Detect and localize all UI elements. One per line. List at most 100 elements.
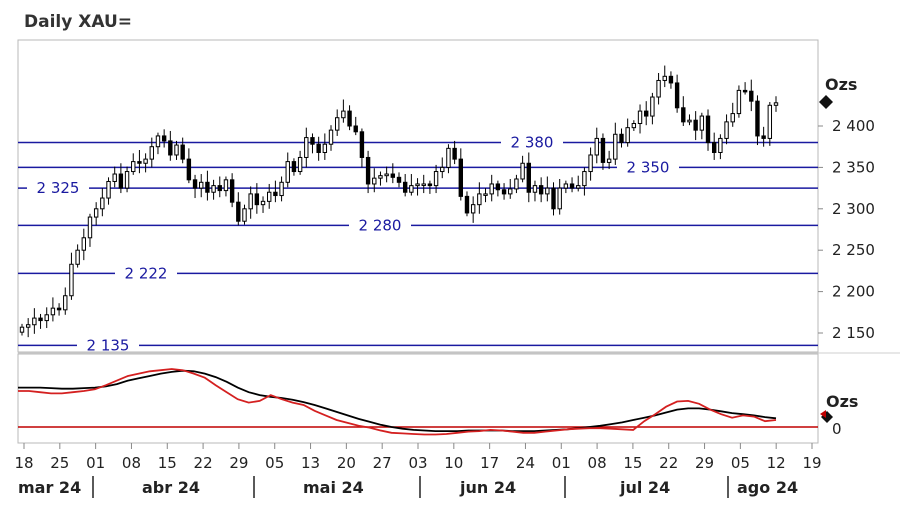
candle-body [650, 96, 655, 117]
price-unit-label: Ozs [825, 75, 857, 94]
candle-body [501, 189, 507, 195]
candle-body [229, 179, 235, 203]
oscillator-slow-line [18, 369, 777, 432]
candle-body [19, 326, 25, 333]
candle-body [569, 183, 575, 189]
candle-body [267, 191, 272, 202]
level-label: 2 280 [359, 216, 402, 234]
candle-body [483, 193, 488, 196]
x-tick-label: 10 [444, 454, 463, 472]
candle-body [75, 249, 80, 265]
candle-body [718, 137, 723, 153]
candle-body [637, 110, 643, 125]
candle-body [372, 177, 377, 185]
candle-body [44, 314, 49, 322]
month-label: jul 24 [619, 478, 670, 497]
candle-body [131, 161, 136, 173]
candle-body [458, 158, 464, 197]
x-tick-label: 27 [373, 454, 392, 472]
candle-body [644, 110, 649, 117]
candle-body [365, 156, 371, 185]
date-axis: 18 25 01 08 15 22 29 05 13 20 27 03 10 17 24 01 08 15 22 29… [14, 443, 822, 472]
candle-body [464, 195, 470, 214]
candle-body [248, 193, 253, 210]
candle-body [724, 121, 729, 139]
x-tick-label: 22 [659, 454, 678, 472]
y-tick-label: 2 250 [832, 241, 875, 259]
x-tick-label: 20 [337, 454, 356, 472]
candle-body [489, 183, 494, 195]
candle-body [205, 181, 210, 193]
x-tick-label: 19 [802, 454, 821, 472]
candlestick-series [19, 65, 779, 338]
level-label: 2 350 [627, 158, 670, 176]
candle-body [236, 201, 241, 222]
candle-body [396, 176, 402, 183]
candle-body [384, 173, 389, 177]
level-label: 2 222 [125, 264, 168, 282]
candle-body [112, 173, 117, 182]
candle-body [297, 156, 303, 173]
y-tick-label: 2 150 [832, 324, 875, 342]
candle-body [211, 185, 216, 193]
x-tick-label: 29 [695, 454, 714, 472]
candle-body [118, 173, 124, 189]
candle-body [217, 185, 222, 192]
x-tick-label: 18 [14, 454, 33, 472]
candle-body [161, 135, 167, 142]
candle-body [93, 208, 99, 218]
x-tick-label: 08 [588, 454, 607, 472]
x-tick-label: 05 [265, 454, 284, 472]
candle-body [711, 142, 717, 153]
candle-body [402, 181, 408, 193]
month-axis: mar 24 abr 24 mai 24 jun 24 jul 24 ago 24 [18, 476, 798, 498]
x-tick-label: 25 [50, 454, 69, 472]
candle-body [662, 75, 667, 81]
x-tick-label: 15 [158, 454, 177, 472]
candle-body [199, 181, 204, 189]
candle-body [470, 204, 476, 214]
candle-body [730, 113, 735, 123]
level-label: 2 380 [511, 134, 554, 152]
candle-body [341, 110, 346, 119]
candle-body [273, 191, 278, 197]
x-tick-label: 22 [194, 454, 213, 472]
candle-body [32, 317, 37, 326]
oscillator-unit-label: Ozs [826, 392, 858, 411]
candle-body [514, 178, 519, 190]
candle-body [353, 125, 358, 133]
candle-body [631, 123, 637, 129]
month-label: ago 24 [737, 478, 798, 497]
candle-body [433, 171, 439, 187]
month-label: abr 24 [142, 478, 200, 497]
candle-body [606, 158, 612, 163]
candle-body [180, 144, 185, 160]
candle-body [359, 131, 365, 158]
candle-body [588, 154, 593, 173]
candle-body [124, 171, 130, 189]
candle-body [520, 162, 525, 180]
candle-body [168, 140, 173, 156]
price-panel-frame [17, 39, 819, 353]
candle-body [526, 162, 531, 193]
candle-body [538, 185, 544, 195]
candle-body [761, 135, 766, 139]
candle-body [421, 183, 426, 186]
y-tick-label: 2 300 [832, 200, 875, 218]
month-label: mai 24 [303, 478, 364, 497]
month-label: mar 24 [18, 478, 81, 497]
candle-body [582, 171, 587, 187]
candle-body [279, 181, 284, 197]
x-tick-label: 29 [229, 454, 248, 472]
candle-body [390, 173, 396, 178]
candle-body [106, 180, 111, 199]
candle-body [576, 185, 581, 189]
candle-body [508, 188, 513, 195]
candle-body [681, 107, 686, 123]
candle-body [755, 100, 760, 137]
x-tick-label: 01 [86, 454, 105, 472]
oscillator-fast-line [18, 368, 777, 436]
candle-body [378, 175, 383, 179]
candle-body [687, 119, 692, 123]
y-tick-label: 2 400 [832, 117, 875, 135]
